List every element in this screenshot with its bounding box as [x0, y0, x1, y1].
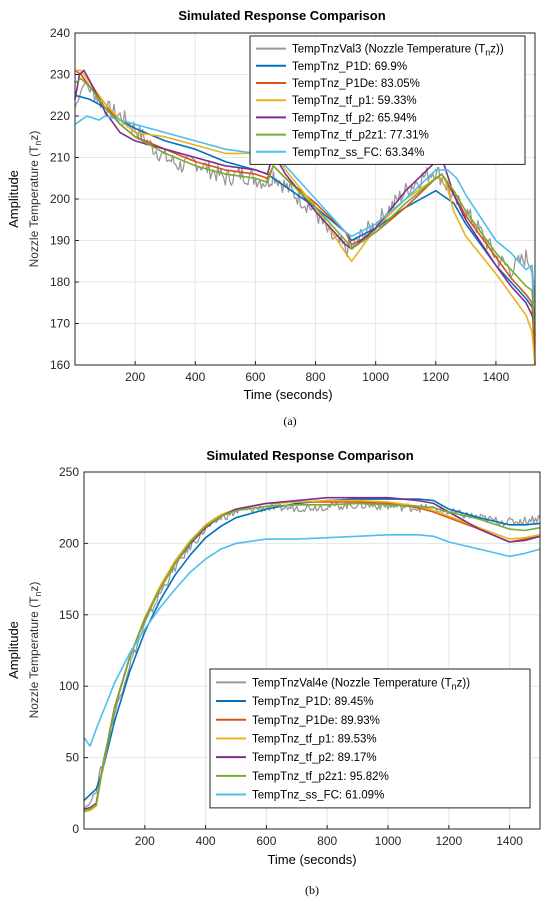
chart-b-legend: TempTnzVal4e (Nozzle Temperature (Tnz)) T…: [209, 668, 531, 809]
y-tick-label: 190: [50, 234, 70, 248]
x-tick-label: 1400: [483, 370, 510, 384]
x-tick-label: 1000: [362, 370, 389, 384]
chart-b-series: [83, 496, 541, 813]
y-tick-label: 0: [72, 822, 79, 836]
y-tick-label: 50: [66, 751, 80, 765]
y-tick-label: 210: [50, 151, 70, 165]
y-tick-label: 180: [50, 275, 70, 289]
legend-label: TempTnzVal3 (Nozzle Temperature (Tnz)): [292, 44, 504, 58]
y-tick-label: 200: [59, 536, 79, 550]
y-tick-label: 240: [50, 26, 70, 40]
x-tick-label: 800: [306, 370, 326, 384]
x-tick-label: 400: [185, 370, 205, 384]
x-tick-label: 600: [245, 370, 265, 384]
legend-label: TempTnz_ss_FC: 63.34%: [292, 147, 424, 159]
y-tick-label: 230: [50, 68, 70, 82]
chart-a-xlabel: Time (seconds): [243, 387, 332, 402]
chart-b-ylabel-secondary: Nozzle Temperature (Tnz): [27, 582, 43, 719]
x-tick-label: 800: [317, 834, 337, 848]
chart-a: Simulated Response Comparison 200 400 600 8…: [6, 8, 536, 428]
chart-a-series: [74, 69, 536, 366]
legend-box: [209, 668, 531, 809]
chart-b-ylabel: Amplitude: [6, 621, 21, 679]
legend-label: TempTnz_tf_p1: 89.53%: [252, 733, 377, 745]
legend-label: TempTnz_tf_p2: 89.17%: [252, 752, 377, 764]
x-tick-label: 200: [135, 834, 155, 848]
series-line-0: [83, 500, 541, 810]
legend-label: TempTnzVal4e (Nozzle Temperature (Tnz)): [252, 677, 470, 691]
y-tick-label: 250: [59, 465, 79, 479]
y-tick-label: 150: [59, 608, 79, 622]
x-tick-label: 200: [125, 370, 145, 384]
legend-label: TempTnz_tf_p1: 59.33%: [292, 95, 417, 107]
legend-label: TempTnz_P1D: 69.9%: [292, 61, 407, 73]
chart-a-ticks: 200 400 600 800 1000 1200 1400 160 170 180 190 200 2…: [50, 26, 510, 384]
legend-label: TempTnz_ss_FC: 61.09%: [252, 790, 384, 802]
series-line-6: [83, 534, 541, 747]
legend-box: [249, 35, 526, 165]
y-tick-label: 200: [50, 192, 70, 206]
chart-a-title: Simulated Response Comparison: [178, 8, 385, 23]
y-tick-label: 100: [59, 679, 79, 693]
y-tick-label: 160: [50, 358, 70, 372]
chart-b-frame: [83, 471, 541, 830]
chart-a-caption: (a): [283, 414, 296, 428]
legend-label: TempTnz_tf_p2: 65.94%: [292, 112, 417, 124]
x-tick-label: 600: [256, 834, 276, 848]
chart-a-legend: TempTnzVal3 (Nozzle Temperature (Tnz)) Te…: [249, 35, 526, 165]
chart-b-title: Simulated Response Comparison: [206, 448, 413, 463]
series-line-5: [83, 502, 541, 812]
x-tick-label: 1400: [496, 834, 523, 848]
legend-label: TempTnz_P1De: 89.93%: [252, 715, 380, 727]
legend-label: TempTnz_tf_p2z1: 95.82%: [252, 771, 389, 783]
y-tick-label: 220: [50, 109, 70, 123]
chart-a-ylabel: Amplitude: [6, 170, 21, 228]
chart-a-ylabel-secondary: Nozzle Temperature (Tnz): [27, 131, 43, 268]
y-tick-label: 170: [50, 317, 70, 331]
series-line-5: [74, 77, 536, 336]
x-tick-label: 400: [196, 834, 216, 848]
x-tick-label: 1200: [422, 370, 449, 384]
series-line-1: [83, 498, 541, 801]
chart-b-xlabel: Time (seconds): [267, 852, 356, 867]
legend-label: TempTnz_P1De: 83.05%: [292, 78, 420, 90]
series-line-6: [74, 115, 536, 303]
x-tick-label: 1200: [435, 834, 462, 848]
chart-b-ticks: 200 400 600 800 1000 1200 1400 0 50 100 150 200 250: [59, 465, 523, 848]
legend-label: TempTnz_tf_p2z1: 77.31%: [292, 130, 429, 142]
chart-b-caption: (b): [305, 883, 319, 897]
chart-b: Simulated Response Comparison 200 400 600 8…: [6, 448, 541, 897]
x-tick-label: 1000: [375, 834, 402, 848]
legend-label: TempTnz_P1D: 89.45%: [252, 696, 373, 708]
